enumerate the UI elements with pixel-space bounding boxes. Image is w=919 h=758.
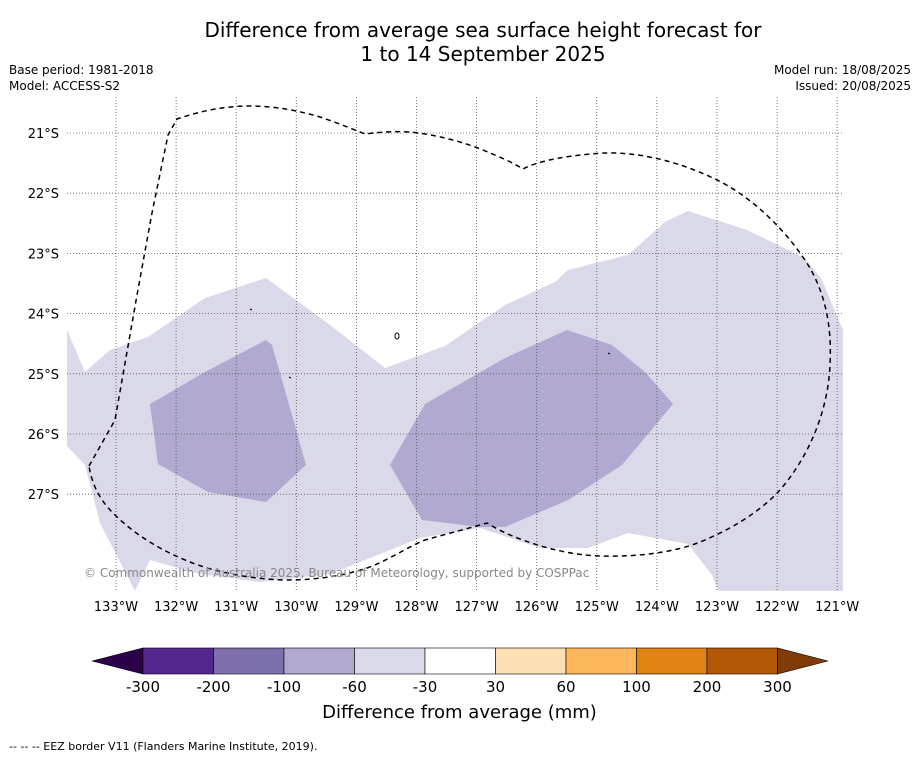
colorbar-bin xyxy=(354,647,426,675)
forecast-map: 133°W 132°W 131°W 130°W 129°W 128°W 127°W 126°W… xyxy=(28,97,860,696)
colorbar-extend-low xyxy=(91,647,144,675)
lon-tick-label: 133°W xyxy=(94,600,138,615)
copyright-text: © Commonwealth of Australia 2025, Bureau… xyxy=(84,566,589,580)
colorbar-bin xyxy=(142,647,214,675)
colorbar-tick-label: 60 xyxy=(556,678,575,696)
eez-footnote: -- -- -- EEZ border V11 (Flanders Marine… xyxy=(9,740,318,753)
colorbar-tick-label: 30 xyxy=(486,678,505,696)
lat-tick-label: 22°S xyxy=(28,187,59,202)
chart-title: Difference from average sea surface heig… xyxy=(0,18,919,66)
lon-tick-label: 126°W xyxy=(515,600,559,615)
lon-tick-label: 132°W xyxy=(154,600,198,615)
lon-tick-label: 125°W xyxy=(575,600,619,615)
island-mark xyxy=(607,352,611,355)
model-run: Model run: 18/08/2025 xyxy=(773,63,911,77)
title-line-1: Difference from average sea surface heig… xyxy=(204,18,762,42)
lon-tick-label: 128°W xyxy=(394,600,438,615)
lon-tick-label: 123°W xyxy=(695,600,739,615)
axis-labels: 133°W 132°W 131°W 130°W 129°W 128°W 127°W 126°W… xyxy=(28,127,860,615)
island-mark xyxy=(249,308,253,311)
lon-tick-label: 121°W xyxy=(815,600,859,615)
colorbar-tick-label: -30 xyxy=(413,678,438,696)
colorbar-extend-high xyxy=(777,647,829,675)
meta-left: Base period: 1981-2018 Model: ACCESS-S2 xyxy=(9,62,154,94)
lon-tick-label: 131°W xyxy=(214,600,258,615)
meta-right: Model run: 18/08/2025 Issued: 20/08/2025 xyxy=(774,62,911,94)
lon-tick-label: 127°W xyxy=(455,600,499,615)
colorbar-tick-label: 300 xyxy=(763,678,792,696)
island-mark xyxy=(288,376,292,379)
island-mark xyxy=(394,332,400,340)
colorbar-bin xyxy=(213,647,285,675)
colorbar-bin xyxy=(636,647,708,675)
colorbar-tick-label: -300 xyxy=(126,678,160,696)
lon-tick-label: 124°W xyxy=(635,600,679,615)
lon-tick-label: 129°W xyxy=(334,600,378,615)
lat-tick-label: 27°S xyxy=(28,488,59,503)
lat-tick-label: 24°S xyxy=(28,308,59,323)
colorbar-bin xyxy=(565,647,637,675)
colorbar-tick-label: 100 xyxy=(622,678,651,696)
anomaly-region-dark-west xyxy=(150,340,306,502)
colorbar-tick-label: -200 xyxy=(196,678,230,696)
lat-tick-label: 23°S xyxy=(28,247,59,262)
colorbar-bin xyxy=(706,647,778,675)
model-name: Model: ACCESS-S2 xyxy=(9,79,121,93)
issued-date: Issued: 20/08/2025 xyxy=(795,79,911,93)
lat-tick-label: 26°S xyxy=(28,428,59,443)
colorbar-bin xyxy=(283,647,355,675)
gridlines xyxy=(67,97,843,591)
colorbar-label: Difference from average (mm) xyxy=(322,702,597,723)
anomaly-region-dark-east xyxy=(390,330,673,527)
colorbar-tick-label: -60 xyxy=(342,678,367,696)
colorbar-tick-label: 200 xyxy=(693,678,722,696)
colorbar-bin xyxy=(424,647,496,675)
colorbar-bin xyxy=(495,647,567,675)
title-line-2: 1 to 14 September 2025 xyxy=(360,42,606,66)
lon-tick-label: 130°W xyxy=(274,600,318,615)
lon-tick-label: 122°W xyxy=(755,600,799,615)
base-period: Base period: 1981-2018 xyxy=(9,63,154,77)
lat-tick-label: 21°S xyxy=(28,127,59,142)
colorbar-tick-label: -100 xyxy=(267,678,301,696)
lat-tick-label: 25°S xyxy=(28,368,59,383)
colorbar: -300 -200 -100 -60 -30 30 60 100 200 300 xyxy=(91,647,829,696)
